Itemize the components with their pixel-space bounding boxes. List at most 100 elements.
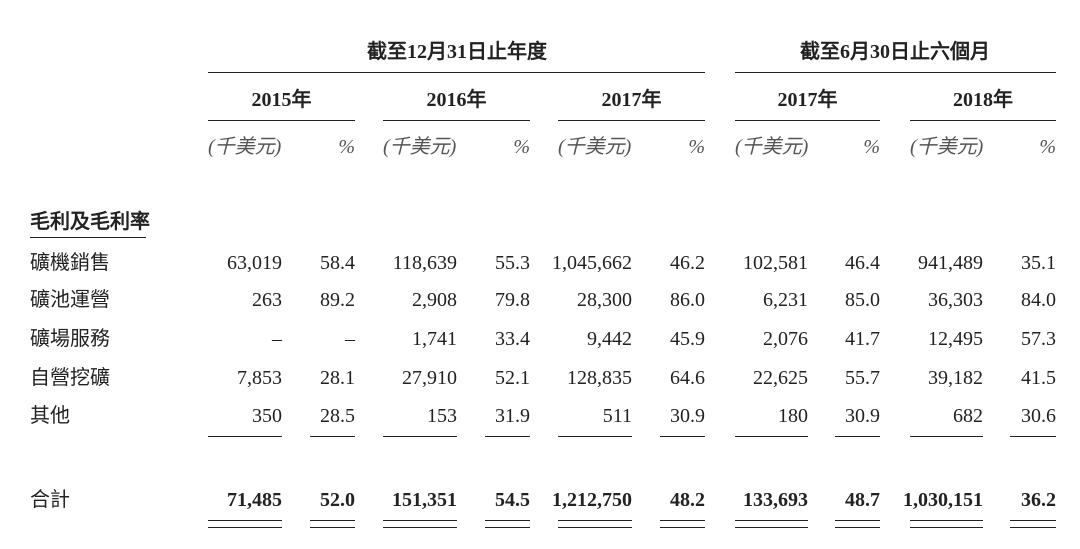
cell: 85.0 [845, 289, 880, 311]
cell: 118,639 [392, 252, 457, 274]
cell: 22,625 [753, 367, 808, 389]
cell: 63,019 [227, 252, 282, 274]
cell: – [272, 328, 282, 350]
section-label: 毛利及毛利率 [30, 211, 150, 233]
rule [735, 527, 808, 528]
year-header: 2015年 [251, 89, 312, 111]
row-label: 礦場服務 [30, 328, 110, 350]
rule [558, 527, 632, 528]
unit-label: % [1039, 136, 1056, 158]
rule [558, 520, 632, 521]
rule [910, 520, 983, 521]
rule [30, 237, 146, 238]
year-header: 2018年 [953, 89, 1013, 111]
cell: 41.5 [1021, 367, 1056, 389]
cell: 6,231 [763, 289, 808, 311]
unit-label: (千美元) [383, 136, 457, 158]
cell: 1,045,662 [552, 252, 632, 274]
cell: 58.4 [320, 252, 355, 274]
rule [735, 520, 808, 521]
total-cell: 48.2 [670, 489, 705, 511]
cell: 41.7 [845, 328, 880, 350]
cell: 33.4 [495, 328, 530, 350]
cell: 941,489 [918, 252, 983, 274]
cell: 153 [427, 405, 457, 427]
year-header: 2017年 [777, 89, 838, 111]
rule [558, 120, 705, 121]
cell: 39,182 [928, 367, 983, 389]
rule [208, 72, 705, 73]
cell: 45.9 [670, 328, 705, 350]
unit-label: % [513, 136, 530, 158]
rule [835, 520, 880, 521]
rule [485, 520, 530, 521]
cell: 180 [778, 405, 808, 427]
rule [735, 72, 1056, 73]
cell: 1,741 [412, 328, 457, 350]
cell: 682 [953, 405, 983, 427]
cell: 28.1 [320, 367, 355, 389]
row-label: 礦池運營 [30, 289, 110, 311]
cell: 350 [252, 405, 282, 427]
cell: 511 [602, 405, 632, 427]
rule [383, 436, 457, 437]
rule [660, 527, 705, 528]
cell: 52.1 [495, 367, 530, 389]
unit-label: (千美元) [208, 136, 282, 158]
cell: 55.7 [845, 367, 880, 389]
cell: 28,300 [577, 289, 632, 311]
cell: 57.3 [1021, 328, 1056, 350]
rule [735, 120, 880, 121]
rule [208, 520, 282, 521]
cell: 27,910 [402, 367, 457, 389]
row-label: 礦機銷售 [30, 252, 110, 274]
cell: 86.0 [670, 289, 705, 311]
unit-label: % [338, 136, 355, 158]
total-cell: 48.7 [845, 489, 880, 511]
total-cell: 54.5 [495, 489, 530, 511]
unit-label: % [863, 136, 880, 158]
unit-label: (千美元) [910, 136, 984, 158]
unit-label: % [688, 136, 705, 158]
cell: 2,076 [763, 328, 808, 350]
cell: 79.8 [495, 289, 530, 311]
cell: 128,835 [567, 367, 632, 389]
column-group: 截至6月30日止六個月 [800, 41, 990, 63]
year-header: 2017年 [601, 89, 662, 111]
total-cell: 1,212,750 [552, 489, 632, 511]
rule [383, 520, 457, 521]
rule [835, 436, 880, 437]
rule [1010, 520, 1056, 521]
rule [485, 527, 530, 528]
rule [910, 120, 1056, 121]
cell: 102,581 [743, 252, 808, 274]
unit-label: (千美元) [558, 136, 632, 158]
cell: 64.6 [670, 367, 705, 389]
row-label: 其他 [30, 405, 70, 427]
cell: 55.3 [495, 252, 530, 274]
cell: 30.6 [1021, 405, 1056, 427]
column-group: 截至12月31日止年度 [367, 41, 547, 63]
rule [1010, 436, 1056, 437]
unit-label: (千美元) [735, 136, 809, 158]
year-header: 2016年 [426, 89, 487, 111]
cell: 84.0 [1021, 289, 1056, 311]
cell: 46.4 [845, 252, 880, 274]
cell: – [345, 328, 355, 350]
cell: 2,908 [412, 289, 457, 311]
rule [735, 436, 808, 437]
total-cell: 52.0 [320, 489, 355, 511]
cell: 28.5 [320, 405, 355, 427]
cell: 263 [252, 289, 282, 311]
rule [310, 520, 355, 521]
rule [660, 436, 705, 437]
rule [383, 527, 457, 528]
rule [660, 520, 705, 521]
rule [910, 436, 983, 437]
cell: 12,495 [928, 328, 983, 350]
cell: 46.2 [670, 252, 705, 274]
rule [310, 527, 355, 528]
cell: 89.2 [320, 289, 355, 311]
rule [485, 436, 530, 437]
rule [310, 436, 355, 437]
